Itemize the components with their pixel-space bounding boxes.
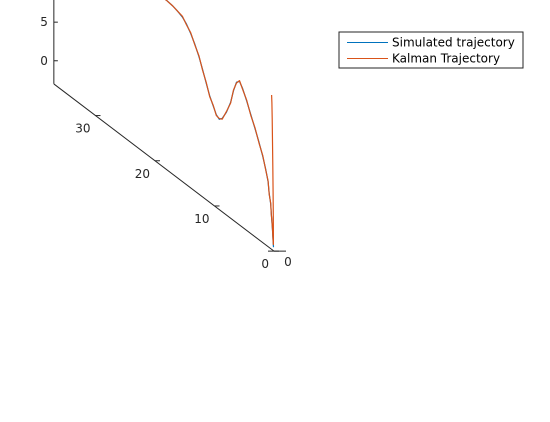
y-tick-label-10: 10 (194, 212, 209, 226)
legend: Simulated trajectory Kalman Trajectory (338, 31, 524, 69)
x-tick-label-0: 0 (284, 255, 292, 269)
legend-label-kalman: Kalman Trajectory (392, 52, 500, 66)
y-tick-label-0: 0 (261, 257, 269, 271)
axes: 051015202501020300 (40, 0, 292, 271)
y-tick-label-20: 20 (135, 167, 150, 181)
z-tick-label-5: 5 (40, 15, 48, 29)
z-tick-label-0: 0 (40, 54, 48, 68)
legend-box (338, 31, 524, 69)
y-tick-label-30: 30 (75, 122, 90, 136)
series-line-kalman (164, 0, 274, 246)
series-lines (164, 0, 275, 248)
y-axis-line (53, 83, 275, 252)
legend-label-simulated: Simulated trajectory (392, 36, 515, 50)
